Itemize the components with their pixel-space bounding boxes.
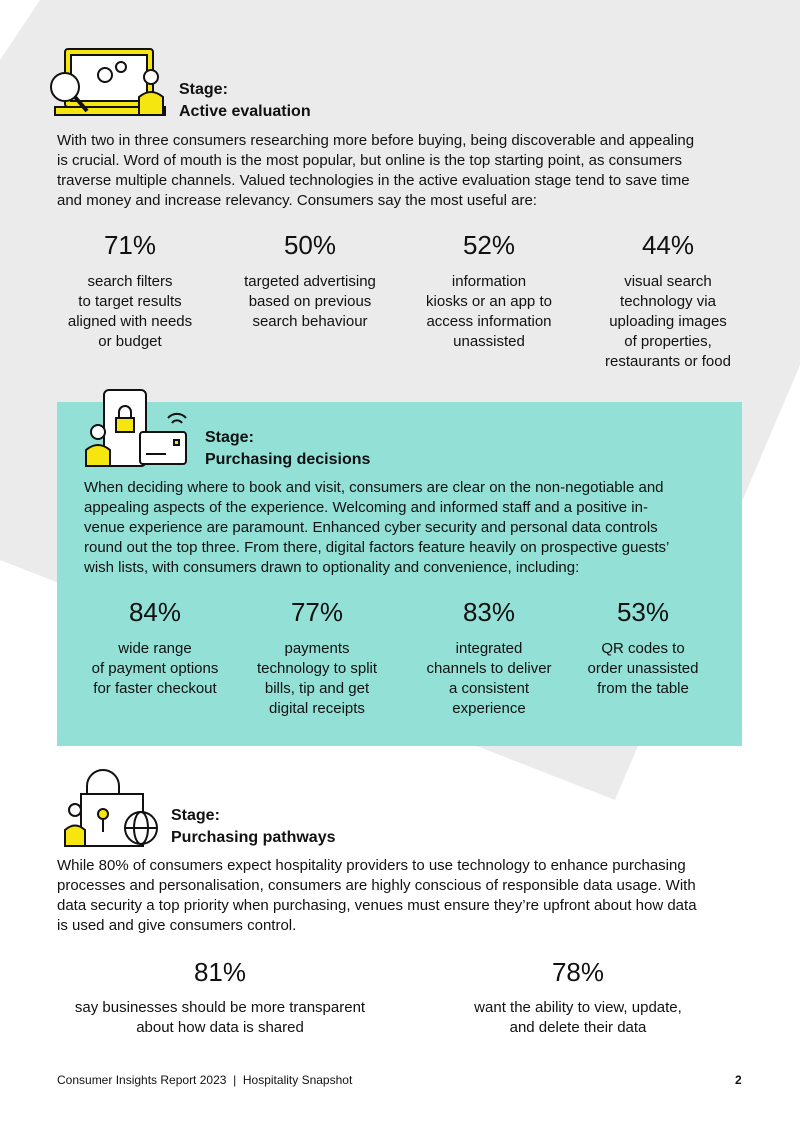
body-text: is used and give consumers control. — [57, 917, 297, 934]
stat-description: for faster checkout — [93, 680, 217, 697]
body-text: traverse multiple channels. Valued techn… — [57, 172, 690, 189]
stat-value: 81% — [193, 957, 247, 987]
stat-description: based on previous — [248, 293, 372, 310]
stat-description: kiosks or an app to — [426, 293, 552, 310]
body-text: is crucial. Word of mouth is the most po… — [57, 152, 683, 169]
body-text: While 80% of consumers expect hospitalit… — [57, 857, 686, 874]
stat-description: of payment options — [91, 660, 219, 677]
body-text: processes and personalisation, consumers… — [57, 877, 696, 894]
stat-description: or budget — [98, 333, 162, 350]
stat-description: technology via — [620, 293, 716, 310]
stat-description: order unassisted — [587, 660, 699, 677]
body-text: wish lists, with consumers drawn to opti… — [84, 559, 580, 576]
pathways-icon — [64, 769, 158, 847]
stat-description: from the table — [597, 680, 689, 697]
body-text: appealing aspects of the experience. Wel… — [84, 499, 648, 516]
stat-value: 83% — [462, 597, 516, 627]
stage-label: Stage: — [171, 807, 220, 824]
footer-text: Consumer Insights Report 2023 | Hospital… — [57, 1073, 353, 1087]
stat-description: wide range — [118, 640, 192, 657]
body-text: round out the top three. From there, dig… — [84, 539, 670, 556]
stage-label: Stage: — [205, 429, 254, 446]
stat-description: say businesses should be more transparen… — [74, 999, 366, 1016]
stat-description: targeted advertising — [244, 273, 376, 290]
stat-description: access information — [426, 313, 552, 330]
body-text: data security a top priority when purcha… — [57, 897, 697, 914]
stat-description: search behaviour — [252, 313, 368, 330]
stat-description: uploading images — [609, 313, 727, 330]
stat-description: integrated — [455, 640, 523, 657]
stat-description: QR codes to — [601, 640, 685, 657]
stat-description: a consistent — [448, 680, 530, 697]
stat-description: payments — [284, 640, 350, 657]
stat-description: bills, tip and get — [264, 680, 370, 697]
stage-name: Active evaluation — [179, 103, 311, 120]
purchasing-icon — [85, 389, 187, 467]
stat-description: aligned with needs — [67, 313, 193, 330]
body-text: With two in three consumers researching … — [57, 132, 695, 149]
stage-name: Purchasing decisions — [205, 451, 371, 468]
body-text: and money and increase relevancy. Consum… — [57, 192, 537, 209]
body-text: When deciding where to book and visit, c… — [84, 479, 664, 496]
stat-description: unassisted — [453, 333, 525, 350]
stat-description: of properties, — [624, 333, 712, 350]
stat-description: experience — [452, 700, 526, 717]
stat-description: about how data is shared — [136, 1019, 304, 1036]
stat-value: 84% — [128, 597, 182, 627]
evaluation-icon — [50, 48, 166, 116]
stat-description: channels to deliver — [426, 660, 552, 677]
stat-description: visual search — [624, 273, 712, 290]
stat-value: 77% — [290, 597, 344, 627]
stat-description: and delete their data — [509, 1019, 647, 1036]
stat-value: 52% — [462, 230, 516, 260]
stat-description: technology to split — [256, 660, 378, 677]
stage-name: Purchasing pathways — [171, 829, 336, 846]
stat-value: 71% — [103, 230, 157, 260]
stat-value: 50% — [283, 230, 337, 260]
body-text: venue experience are paramount. Enhanced… — [84, 519, 658, 536]
stat-description: digital receipts — [269, 700, 365, 717]
stage-label: Stage: — [179, 81, 228, 98]
stat-description: want the ability to view, update, — [474, 999, 682, 1016]
stat-description: restaurants or food — [605, 353, 731, 370]
stat-value: 44% — [641, 230, 695, 260]
stat-value: 78% — [551, 957, 605, 987]
stat-description: to target results — [78, 293, 182, 310]
stat-description: information — [451, 273, 527, 290]
stat-description: search filters — [87, 273, 173, 290]
stat-value: 53% — [616, 597, 670, 627]
page-number: 2 — [735, 1073, 742, 1087]
